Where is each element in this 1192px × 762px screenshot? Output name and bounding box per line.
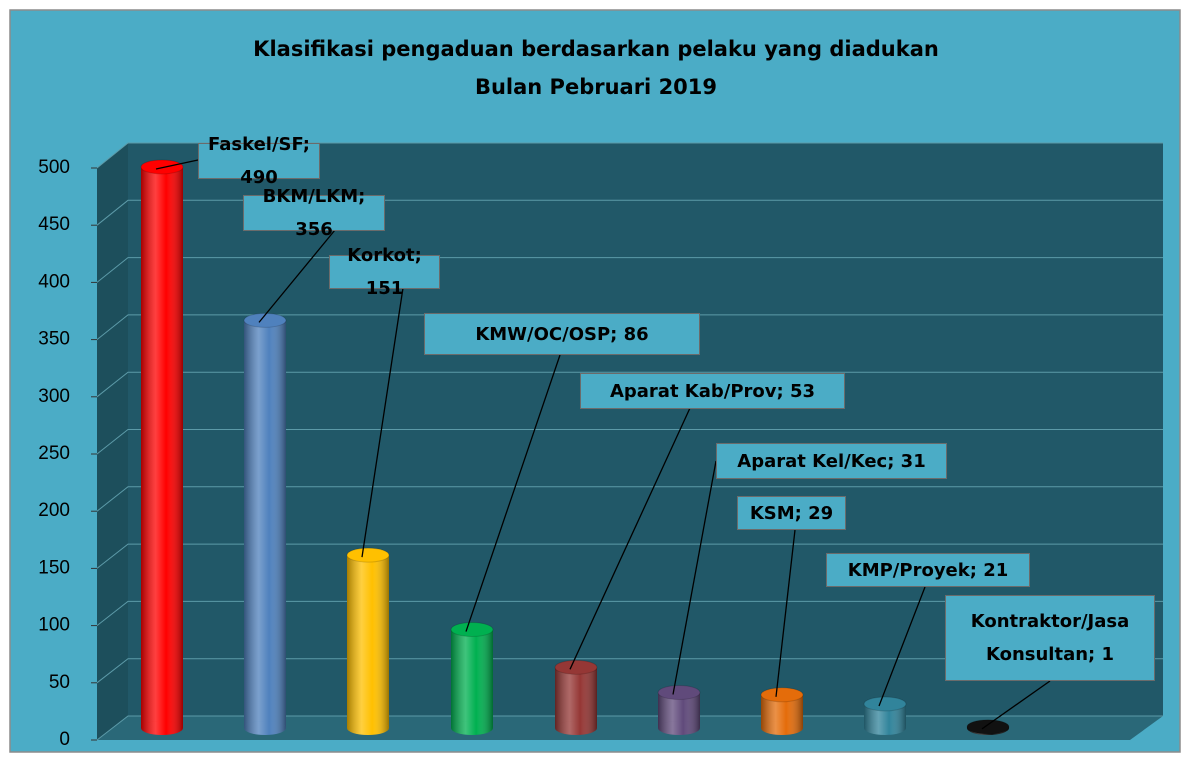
bar-top — [760, 687, 804, 703]
data-label: KSM; 29 — [737, 496, 846, 530]
leader-line — [258, 229, 336, 323]
y-tick-label: 50 — [49, 672, 70, 693]
bar-top — [657, 685, 701, 701]
y-tick-label: 450 — [38, 214, 70, 235]
grid-line — [96, 314, 1163, 340]
y-tick-label: 0 — [59, 729, 70, 750]
bar-bottom-shade — [347, 721, 389, 735]
leader-line — [775, 529, 796, 697]
leader-line — [981, 680, 1051, 730]
bar-shade — [141, 166, 183, 728]
leader-line — [569, 407, 691, 670]
data-label: Korkot; 151 — [329, 245, 440, 299]
leader-line — [361, 287, 404, 558]
y-tick-label: 150 — [38, 557, 70, 578]
bar-bottom-shade — [658, 721, 700, 735]
grid-line — [96, 429, 1163, 455]
bar-shade — [244, 320, 286, 728]
grid-line — [96, 486, 1163, 512]
y-tick-label: 350 — [38, 329, 70, 350]
bar-bottom-shade — [864, 721, 906, 735]
data-label: KMW/OC/OSP; 86 — [424, 313, 700, 355]
grid-line — [96, 257, 1163, 283]
grid-line — [96, 199, 1163, 226]
leader-line — [878, 586, 926, 707]
bar-bottom-shade — [244, 721, 286, 735]
grid-line — [96, 658, 1163, 684]
bar-shade — [555, 667, 597, 728]
chart-subtitle: Bulan Pebruari 2019 — [475, 75, 717, 99]
bar-shade — [347, 555, 389, 728]
bar-bottom-shade — [141, 721, 183, 735]
y-tick-label: 200 — [38, 500, 70, 521]
bar-shade — [451, 629, 493, 728]
y-tick-label: 300 — [38, 386, 70, 407]
bar-top — [554, 659, 598, 675]
data-label: KMP/Proyek; 21 — [826, 553, 1030, 587]
grid-line — [96, 543, 1163, 569]
leader-line — [155, 159, 199, 170]
bar-bottom-shade — [761, 721, 803, 735]
y-tick-label: 100 — [38, 615, 70, 636]
leader-line — [465, 354, 561, 632]
data-label: Aparat Kel/Kec; 31 — [716, 443, 947, 479]
bar-top — [346, 547, 390, 563]
bar-top — [140, 159, 184, 175]
y-tick-label: 500 — [38, 157, 70, 178]
y-tick-label: 400 — [38, 271, 70, 292]
bar-bottom-shade — [555, 721, 597, 735]
bar-bottom-shade — [451, 721, 493, 735]
bar-top — [966, 719, 1010, 735]
grid-line — [96, 600, 1163, 626]
data-label: Faskel/SF; 490 — [198, 134, 320, 188]
data-label: BKM/LKM; 356 — [243, 186, 385, 240]
grid-line — [96, 371, 1163, 398]
data-label: Aparat Kab/Prov; 53 — [580, 373, 845, 409]
grid-line — [96, 715, 1163, 741]
chart-title: Klasifikasi pengaduan berdasarkan pelaku… — [253, 37, 939, 61]
data-label: Kontraktor/Jasa Konsultan; 1 — [945, 595, 1155, 681]
bar-top — [863, 696, 907, 712]
leader-line — [672, 460, 717, 695]
bar-top — [243, 312, 287, 328]
y-tick-label: 250 — [38, 443, 70, 464]
grid-line — [96, 142, 1163, 169]
bar-top — [450, 622, 494, 638]
